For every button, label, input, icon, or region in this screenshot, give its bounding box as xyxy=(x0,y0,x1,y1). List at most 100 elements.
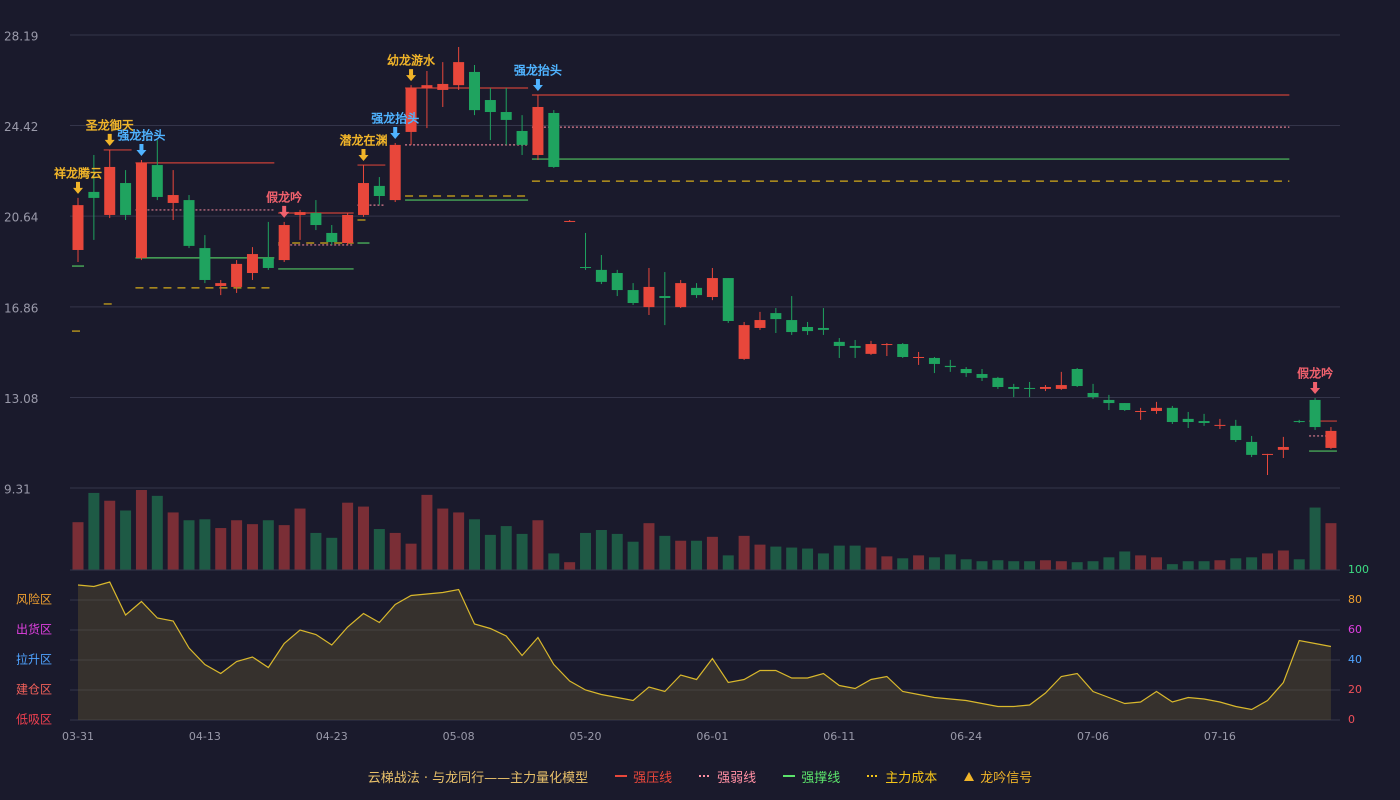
legend-title: 云梯战法 · 与龙同行——主力量化模型 xyxy=(368,767,588,786)
volume-bar xyxy=(1135,555,1147,570)
volume-bar xyxy=(72,522,84,570)
volume-bar xyxy=(643,523,655,570)
candle-body xyxy=(738,325,750,359)
volume-bar xyxy=(1230,558,1242,570)
candle-body xyxy=(326,232,338,243)
volume-bar xyxy=(659,535,671,570)
candle-body xyxy=(72,205,84,250)
volume-bar xyxy=(548,553,560,570)
candle-body xyxy=(1087,392,1099,398)
candle-body xyxy=(976,374,988,378)
volume-bar xyxy=(151,495,163,570)
candle-body xyxy=(770,313,782,320)
x-tick-label: 07-06 xyxy=(1077,730,1109,743)
volume-bar xyxy=(928,557,940,570)
chart: 28.1924.4220.6416.8613.089.31祥龙腾云圣龙御天强龙抬… xyxy=(4,30,1369,744)
x-tick-label: 05-08 xyxy=(443,730,475,743)
legend-text: 强弱线 xyxy=(717,770,757,786)
volume-bar xyxy=(944,554,956,570)
volume-bar xyxy=(770,546,782,570)
candle-body xyxy=(215,283,227,286)
signal-arrow xyxy=(358,149,369,162)
volume-bar xyxy=(278,525,290,570)
candle-body xyxy=(627,290,639,304)
volume-bar xyxy=(373,529,385,570)
x-tick-label: 03-31 xyxy=(62,730,94,743)
legend-text: 云梯战法 · 与龙同行——主力量化模型 xyxy=(367,770,589,786)
candle-body xyxy=(167,195,179,203)
candle-body xyxy=(1071,368,1083,387)
volume-bar xyxy=(199,519,211,570)
signal-label: 幼龙游水 xyxy=(387,53,436,68)
volume-bar xyxy=(992,560,1004,570)
signal-label: 强龙抬头 xyxy=(514,62,562,77)
candle-body xyxy=(960,368,972,374)
candle-body xyxy=(421,85,433,89)
signal-arrow xyxy=(279,205,290,218)
y-tick-label: 60 xyxy=(1348,623,1362,636)
volume-bar xyxy=(833,545,845,570)
volume-bar xyxy=(1008,561,1020,570)
candle-body xyxy=(453,62,465,86)
volume-bar xyxy=(1262,553,1273,570)
y-tick-label: 28.19 xyxy=(4,30,38,44)
indicator-line xyxy=(77,581,1332,711)
candle-body xyxy=(992,377,1004,387)
volume-bar xyxy=(881,556,893,570)
volume-bar xyxy=(88,492,100,570)
y-tick-label: 20.64 xyxy=(4,211,38,225)
legend-text: 强撑线 xyxy=(801,770,841,786)
legend-icon xyxy=(783,775,796,777)
volume-bar xyxy=(1039,560,1051,570)
volume-bar xyxy=(691,540,703,570)
candle-body xyxy=(1166,407,1178,423)
candle-body xyxy=(262,257,274,268)
candle-body xyxy=(389,144,401,201)
candle-body xyxy=(278,225,290,261)
volume-bar xyxy=(1198,561,1210,570)
signal-arrow xyxy=(104,133,115,146)
candle-body xyxy=(706,278,718,298)
candle-body xyxy=(643,286,655,308)
x-tick-label: 06-24 xyxy=(950,730,982,743)
candle-body xyxy=(1119,403,1131,411)
y-tick-label: 0 xyxy=(1348,713,1355,726)
candle-body xyxy=(833,341,845,346)
candle-body xyxy=(104,166,116,215)
volume-bar xyxy=(1071,562,1083,570)
volume-bar xyxy=(326,537,338,570)
y-tick-label: 80 xyxy=(1348,593,1362,606)
legend-item: 龙吟信号 xyxy=(963,767,1032,786)
volume-bar xyxy=(1246,557,1258,570)
volume-bar xyxy=(342,502,354,570)
candle-body xyxy=(1325,430,1337,448)
y-tick-label: 9.31 xyxy=(4,483,31,497)
volume-bar xyxy=(580,532,592,570)
volume-bar xyxy=(1024,561,1036,570)
candle-body xyxy=(405,88,417,132)
signal-label: 强龙抬头 xyxy=(371,110,419,125)
y-tick-label: 100 xyxy=(1348,563,1369,576)
volume-bar xyxy=(611,533,623,570)
volume-bar xyxy=(675,540,687,570)
candle-body xyxy=(342,214,354,244)
volume-bar xyxy=(104,500,116,570)
y-tick-label: 40 xyxy=(1348,653,1362,666)
volume-bar xyxy=(802,548,814,570)
candle-body xyxy=(88,191,100,198)
candle-body xyxy=(802,327,814,332)
volume-bar xyxy=(738,535,750,570)
volume-bar xyxy=(786,547,798,570)
volume-bar xyxy=(960,559,972,570)
signal-arrow xyxy=(136,144,147,157)
candle-body xyxy=(357,183,369,215)
zone-label: 拉升区 xyxy=(16,652,52,667)
volume-bar xyxy=(1150,557,1162,570)
signal-label: 强龙抬头 xyxy=(117,128,165,143)
volume-bar xyxy=(469,519,480,570)
signal-label: 潜龙在渊 xyxy=(339,133,387,148)
candle-body xyxy=(500,112,512,120)
y-tick-label: 24.42 xyxy=(4,120,38,134)
signal-label: 假龙吟 xyxy=(1297,366,1333,381)
volume-bar xyxy=(516,533,528,570)
